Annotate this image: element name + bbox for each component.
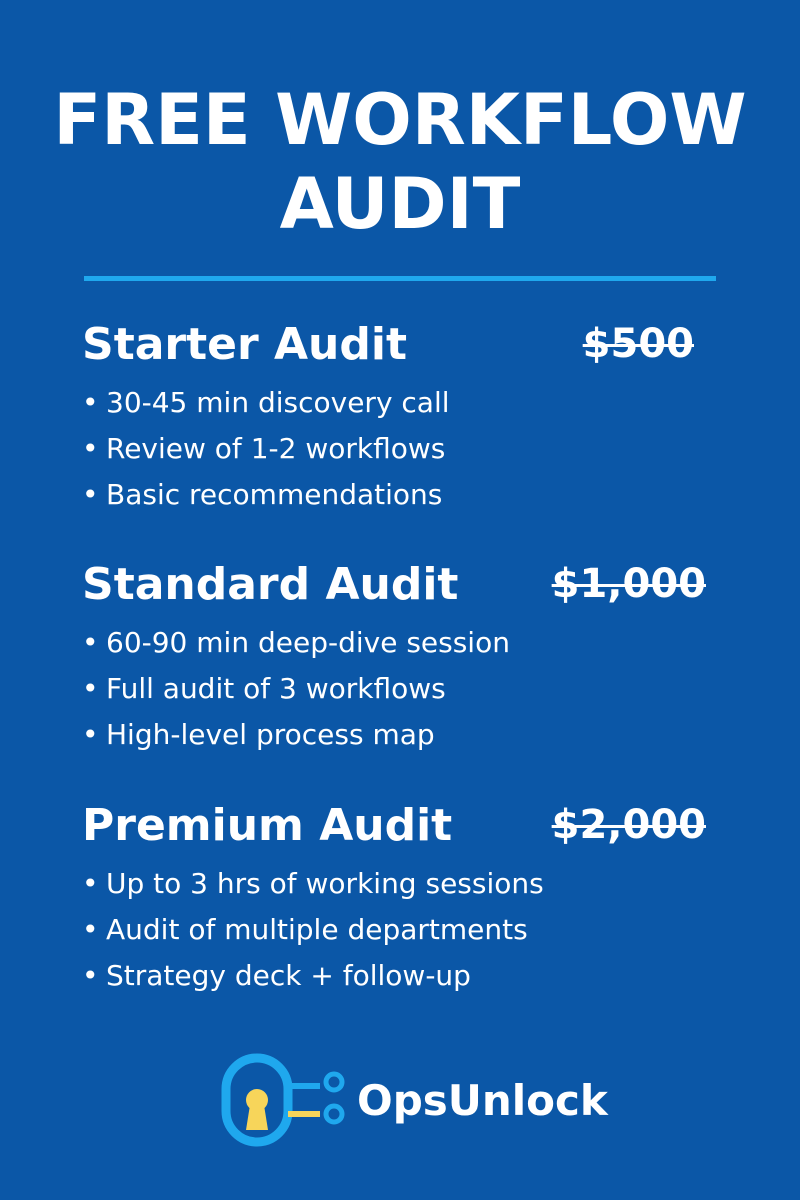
- brand-logo: OpsUnlock: [220, 1050, 608, 1150]
- tier-standard: Standard Audit $1,000 • 60-90 min deep-di…: [82, 554, 706, 758]
- title-line-2: AUDIT: [279, 163, 521, 245]
- list-item: • 60-90 min deep-dive session: [82, 626, 510, 659]
- divider: [84, 276, 716, 281]
- list-item: • Strategy deck + follow-up: [82, 959, 471, 992]
- tier-price: $2,000: [551, 802, 706, 848]
- list-item: • 30-45 min discovery call: [82, 386, 450, 419]
- list-item: • Full audit of 3 workflows: [82, 672, 446, 705]
- brand-name: OpsUnlock: [357, 1075, 608, 1125]
- keyhole-circuit-icon: [221, 1053, 345, 1147]
- list-item: • Up to 3 hrs of working sessions: [82, 867, 544, 900]
- title-line-1: FREE WORKFLOW: [53, 79, 747, 161]
- page-title: FREE WORKFLOW AUDIT: [0, 78, 800, 246]
- tier-starter: Starter Audit $500 • 30-45 min discovery …: [82, 314, 706, 518]
- tier-premium: Premium Audit $2,000 • Up to 3 hrs of wor…: [82, 795, 706, 999]
- tier-price: $500: [582, 321, 694, 367]
- list-item: • Basic recommendations: [82, 478, 443, 511]
- list-item: • High-level process map: [82, 718, 435, 751]
- list-item: • Audit of multiple departments: [82, 913, 528, 946]
- tier-name: Starter Audit: [82, 318, 407, 370]
- tier-name: Standard Audit: [82, 558, 459, 610]
- list-item: • Review of 1-2 workflows: [82, 432, 446, 465]
- tier-name: Premium Audit: [82, 799, 453, 851]
- tier-price: $1,000: [551, 561, 706, 607]
